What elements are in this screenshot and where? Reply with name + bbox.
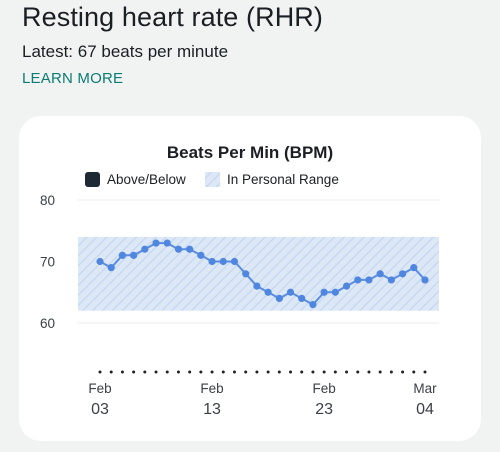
baseline-dot: [289, 370, 293, 374]
x-tick-day: 23: [315, 401, 333, 418]
data-point[interactable]: [365, 276, 373, 284]
baseline-dot: [154, 370, 158, 374]
learn-more-link[interactable]: LEARN MORE: [22, 70, 124, 87]
x-tick-day: 03: [91, 401, 109, 418]
data-point[interactable]: [152, 239, 160, 247]
data-point[interactable]: [174, 245, 183, 253]
x-tick-month: Feb: [313, 381, 336, 396]
data-point[interactable]: [309, 300, 317, 309]
legend-swatch-in-range: [205, 172, 220, 187]
baseline-dot: [255, 370, 259, 374]
data-point[interactable]: [421, 276, 429, 284]
baseline-dot: [311, 370, 315, 374]
x-tick-day: 13: [203, 401, 221, 418]
data-point[interactable]: [298, 294, 306, 302]
x-tick-day: 04: [416, 401, 434, 418]
baseline-dot: [165, 370, 169, 374]
baseline-dot: [188, 370, 192, 374]
baseline-dot: [412, 370, 416, 374]
x-axis-dotted-baseline: [98, 370, 427, 374]
baseline-dot: [378, 370, 382, 374]
y-tick-label-80: 80: [40, 193, 55, 208]
baseline-dot: [199, 370, 203, 374]
data-point[interactable]: [354, 276, 362, 284]
baseline-dot: [244, 370, 248, 374]
latest-value: Latest: 67 beats per minute: [22, 42, 229, 61]
baseline-dot: [401, 370, 405, 374]
baseline-dot: [221, 370, 225, 374]
baseline-dot: [423, 370, 427, 374]
legend-label-in-range: In Personal Range: [227, 172, 339, 187]
baseline-dot: [367, 370, 371, 374]
baseline-dot: [277, 370, 281, 374]
x-tick-month: Mar: [413, 381, 437, 396]
data-point[interactable]: [219, 257, 227, 266]
personal-range-rect: [78, 236, 439, 311]
data-point[interactable]: [208, 257, 216, 266]
data-point[interactable]: [376, 270, 384, 278]
data-point[interactable]: [141, 245, 149, 253]
baseline-dot: [143, 370, 147, 374]
baseline-dot: [132, 370, 136, 374]
baseline-dot: [120, 370, 124, 374]
data-point[interactable]: [275, 294, 283, 302]
legend: Above/Below In Personal Range: [85, 172, 339, 187]
chart-title: Beats Per Min (BPM): [167, 143, 333, 162]
data-point[interactable]: [342, 282, 351, 290]
y-tick-label-70: 70: [40, 255, 55, 270]
data-point[interactable]: [197, 251, 205, 259]
data-point[interactable]: [331, 288, 339, 296]
data-point[interactable]: [107, 264, 115, 272]
data-point[interactable]: [96, 257, 104, 266]
data-point[interactable]: [186, 245, 194, 253]
personal-range-band: [78, 236, 439, 311]
data-point[interactable]: [230, 257, 239, 266]
baseline-dot: [210, 370, 214, 374]
baseline-dot: [333, 370, 337, 374]
series-points: [96, 239, 429, 309]
data-point[interactable]: [253, 282, 261, 290]
baseline-dot: [266, 370, 270, 374]
data-point[interactable]: [410, 264, 418, 272]
data-point[interactable]: [320, 288, 328, 296]
data-point[interactable]: [398, 270, 407, 278]
x-tick-month: Feb: [88, 381, 111, 396]
y-axis-ticks: 80 70 60: [40, 193, 55, 331]
baseline-dot: [345, 370, 349, 374]
data-point[interactable]: [163, 239, 171, 247]
rhr-chart-card: Beats Per Min (BPM) Above/Below In Perso…: [19, 116, 481, 441]
baseline-dot: [232, 370, 236, 374]
baseline-dot: [389, 370, 393, 374]
baseline-dot: [98, 370, 102, 374]
x-axis-ticks: Feb 03 Feb 13 Feb 23 Mar 04: [88, 381, 437, 418]
data-point[interactable]: [387, 276, 395, 284]
baseline-dot: [322, 370, 326, 374]
legend-label-above-below: Above/Below: [107, 172, 186, 187]
legend-swatch-above-below: [85, 172, 100, 187]
y-tick-label-60: 60: [40, 316, 55, 331]
x-tick-month: Feb: [200, 381, 223, 396]
data-point[interactable]: [264, 288, 272, 296]
baseline-dot: [300, 370, 304, 374]
data-point[interactable]: [130, 251, 138, 259]
page-title: Resting heart rate (RHR): [22, 2, 323, 32]
rhr-chart: Beats Per Min (BPM) Above/Below In Perso…: [40, 143, 439, 418]
baseline-dot: [176, 370, 180, 374]
baseline-dot: [356, 370, 360, 374]
data-point[interactable]: [118, 251, 127, 259]
baseline-dot: [109, 370, 113, 374]
data-point[interactable]: [242, 270, 250, 278]
data-point[interactable]: [286, 288, 295, 296]
